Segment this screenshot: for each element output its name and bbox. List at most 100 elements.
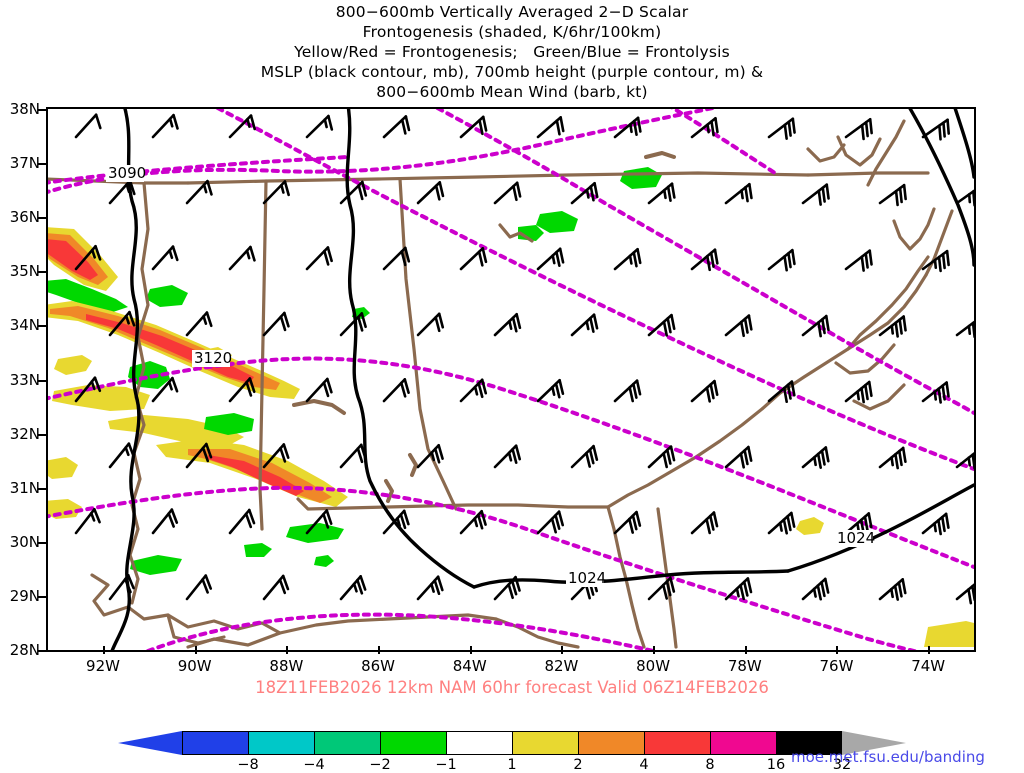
colorbar-segment-8[interactable] xyxy=(710,731,776,755)
colorbar[interactable]: −8 −4 −2 −1 1 2 4 8 16 32 xyxy=(118,731,906,773)
x-axis-label-90W: 90W xyxy=(177,657,212,675)
map-plot-area[interactable]: 3090 3120 1024 1024 xyxy=(46,107,976,652)
fgo-green-patch-6 xyxy=(244,543,272,557)
colorbar-segment-6[interactable] xyxy=(578,731,644,755)
wind-barb xyxy=(228,377,256,403)
wind-barb-layer xyxy=(74,113,974,605)
wind-barb xyxy=(647,576,676,601)
colorbar-tick--1: −1 xyxy=(435,757,457,773)
wind-barb xyxy=(459,378,488,403)
colorbar-segment-2[interactable] xyxy=(314,731,380,755)
wind-barb xyxy=(767,117,796,140)
x-axis-tick-78W xyxy=(744,646,747,654)
wind-barb xyxy=(339,312,367,337)
border-mississippi-alabama xyxy=(258,179,268,531)
coast-georgia-south-carolina xyxy=(606,391,782,509)
height-contour-3090 xyxy=(48,109,719,194)
border-virginia-north-carolina xyxy=(806,171,930,177)
fgo-green-patch-9 xyxy=(620,167,662,189)
wind-barb xyxy=(921,118,951,141)
wind-barb xyxy=(151,113,179,139)
frontogenesis-shading-layer xyxy=(48,167,974,647)
colorbar-segment-9[interactable] xyxy=(776,731,842,755)
wind-barb xyxy=(844,117,873,141)
wind-barb xyxy=(382,509,410,535)
wind-barb xyxy=(151,376,179,403)
wind-barb xyxy=(878,578,907,601)
wind-barb xyxy=(690,248,719,272)
y-axis-label-38N: 38N xyxy=(9,100,40,118)
wind-barb xyxy=(416,443,444,469)
wind-barb xyxy=(493,181,522,205)
x-axis-tick-92W xyxy=(103,646,105,654)
wind-barb xyxy=(955,189,974,207)
x-axis-tick-84W xyxy=(469,646,472,654)
wind-barb xyxy=(536,510,565,535)
y-axis-label-33N: 33N xyxy=(9,370,40,389)
wind-barb xyxy=(459,247,488,271)
y-axis-tick-35N xyxy=(38,271,46,274)
colorbar-tick--2: −2 xyxy=(369,757,391,773)
wind-barb xyxy=(339,575,367,601)
x-axis-tick-90W xyxy=(194,646,197,654)
colorbar-segment-1[interactable] xyxy=(248,731,314,755)
wind-barb xyxy=(613,379,642,403)
wind-barb xyxy=(801,577,830,601)
y-axis-tick-31N xyxy=(38,487,46,490)
colorbar-segment-3[interactable] xyxy=(380,731,446,755)
wind-barb xyxy=(108,179,136,205)
border-arkansas-mississippi xyxy=(128,181,150,605)
coast-inlet-1 xyxy=(834,343,896,375)
fgen-red-band-1 xyxy=(48,239,98,280)
mslp-contour-ne xyxy=(908,109,974,267)
colorbar-segment-5[interactable] xyxy=(512,731,578,755)
wind-barb xyxy=(151,508,179,535)
y-axis-label-29N: 29N xyxy=(9,586,40,605)
geography-layer xyxy=(48,119,954,649)
title-line-5: 800−600mb Mean Wind (barb, kt) xyxy=(376,83,648,101)
wind-barb xyxy=(921,249,950,273)
x-axis-label-86W: 86W xyxy=(361,657,395,675)
colorbar-tick-8: 8 xyxy=(705,757,715,773)
wind-barb xyxy=(801,446,830,469)
y-axis-label-31N: 31N xyxy=(9,478,40,497)
wind-barb xyxy=(570,444,599,469)
map-canvas: 3090 3120 1024 1024 xyxy=(48,109,974,650)
wind-barb xyxy=(305,246,333,271)
y-axis-label-28N: 28N xyxy=(9,641,40,659)
colorbar-segment-7[interactable] xyxy=(644,731,710,755)
x-axis-tick-74W xyxy=(928,646,931,654)
forecast-caption: 18Z11FEB2026 12km NAM 60hr forecast Vali… xyxy=(255,678,769,697)
wind-barb xyxy=(536,247,565,271)
fgo-green-patch-8 xyxy=(536,211,578,233)
height-contour-3120 xyxy=(48,356,974,569)
wind-barb xyxy=(108,442,136,469)
wind-barb xyxy=(305,509,333,535)
wind-barb xyxy=(647,182,676,205)
wind-barb xyxy=(185,574,213,601)
wind-barb xyxy=(690,511,719,535)
wind-barb xyxy=(801,314,830,338)
height-contour-3150 xyxy=(146,612,658,650)
wind-barb xyxy=(536,378,565,403)
wind-barb xyxy=(185,442,213,469)
fgo-green-patch-5 xyxy=(286,523,344,543)
wind-barb xyxy=(262,443,290,469)
colorbar-segment-0[interactable] xyxy=(182,731,248,755)
wind-barb xyxy=(74,113,102,139)
coast-chesapeake xyxy=(892,207,936,251)
colorbar-segment-4[interactable] xyxy=(446,731,512,755)
contour-label-mslp-1024-3: 1024 xyxy=(837,529,875,547)
wind-barb xyxy=(382,378,410,403)
wind-barb xyxy=(262,311,290,337)
wind-barb xyxy=(339,180,368,205)
colorbar-tick-1: 1 xyxy=(507,757,517,773)
wind-barb xyxy=(570,181,599,205)
fgen-yellow-blob-5 xyxy=(48,457,78,479)
contour-label-layer: 3090 3120 1024 1024 xyxy=(106,164,875,587)
colorbar-tick--8: −8 xyxy=(237,757,259,773)
wind-barb xyxy=(339,443,367,469)
contour-label-bg-2 xyxy=(566,570,604,587)
wind-barb xyxy=(228,508,256,535)
